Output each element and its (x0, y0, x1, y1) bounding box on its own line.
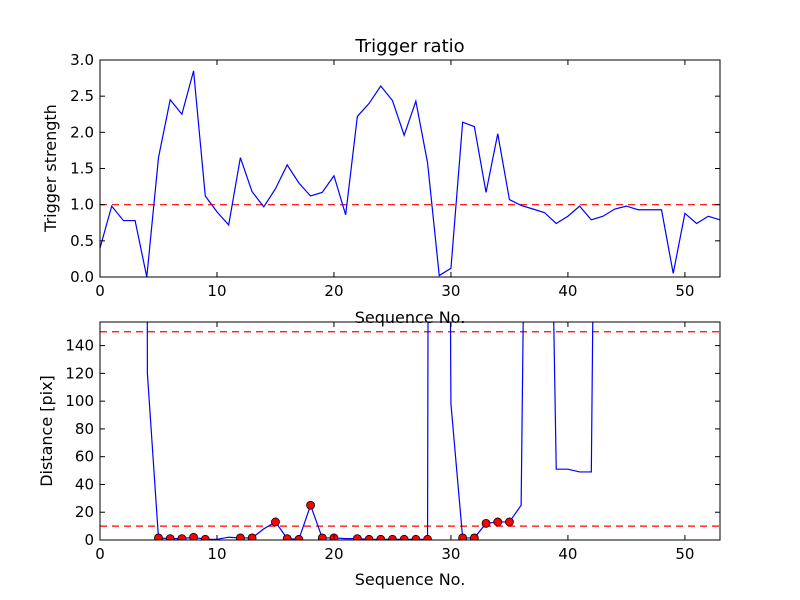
data-point (189, 532, 198, 540)
data-point (364, 534, 374, 540)
data-point (177, 534, 187, 540)
data-point (411, 534, 421, 540)
y-tick-label: 1.5 (70, 160, 94, 178)
y-tick-label: 2.0 (70, 123, 94, 141)
data-point (388, 534, 397, 540)
x-tick-label: 40 (558, 282, 577, 300)
x-tick-label: 50 (675, 282, 694, 300)
y-axis-label: Distance [pix] (37, 375, 56, 487)
data-point (271, 517, 280, 527)
y-tick-label: 0.0 (70, 268, 94, 286)
x-tick-label: 0 (95, 545, 105, 563)
data-point (505, 517, 514, 527)
chart-title: Trigger ratio (354, 36, 464, 57)
y-tick-label: 2.5 (70, 87, 94, 105)
x-axis-label: Sequence No. (355, 308, 466, 327)
plot-frame (99, 321, 721, 541)
data-point (376, 534, 386, 540)
x-tick-label: 20 (324, 282, 343, 300)
x-tick-label: 0 (95, 282, 105, 300)
data-point (423, 534, 432, 540)
x-tick-label: 10 (207, 545, 226, 563)
x-axis-label: Sequence No. (355, 570, 466, 589)
y-tick-label: 0 (84, 531, 94, 549)
data-point (481, 518, 491, 528)
data-point (165, 534, 175, 540)
x-tick-label: 30 (441, 545, 460, 563)
y-tick-label: 3.0 (70, 51, 94, 69)
plot-frame (99, 59, 721, 278)
series-line (100, 70, 720, 277)
y-tick-label: 1.0 (70, 196, 94, 214)
y-tick-label: 120 (65, 364, 94, 382)
data-point (294, 534, 304, 540)
x-tick-label: 20 (324, 545, 343, 563)
x-tick-label: 10 (207, 282, 226, 300)
distance-chart: 0 10 20 30 40 50 0 20 40 60 80 100 120 140 Sequence N… (37, 321, 721, 589)
data-point (306, 500, 315, 510)
y-tick-label: 60 (75, 448, 94, 466)
data-point (200, 534, 210, 540)
y-tick-label: 100 (65, 392, 94, 410)
x-tick-label: 50 (675, 545, 694, 563)
data-point (154, 533, 163, 540)
data-point (458, 533, 468, 540)
y-tick-label: 0.5 (70, 232, 94, 250)
y-tick-label: 80 (75, 420, 94, 438)
y-tick-label: 20 (75, 503, 94, 521)
data-point (399, 534, 409, 540)
data-point (235, 533, 245, 540)
data-point (469, 533, 479, 540)
data-point (247, 533, 257, 540)
x-tick-label: 30 (441, 282, 460, 300)
y-tick-label: 140 (65, 337, 94, 355)
x-tick-label: 40 (558, 545, 577, 563)
y-tick-label: 40 (75, 475, 94, 493)
data-point (352, 534, 362, 540)
series-line (146, 322, 594, 540)
y-axis-label: Trigger strength (41, 104, 60, 233)
data-point (493, 517, 503, 527)
data-point (282, 534, 292, 540)
data-point (317, 533, 327, 540)
